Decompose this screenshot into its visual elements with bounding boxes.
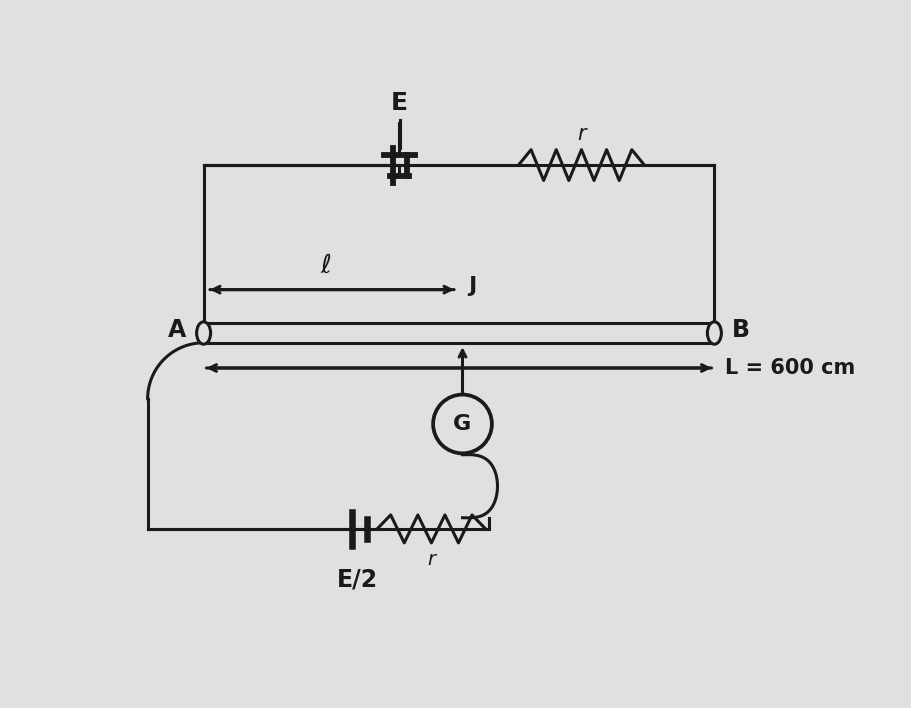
Text: r: r — [578, 124, 586, 144]
Text: E: E — [391, 91, 408, 115]
Ellipse shape — [197, 322, 210, 344]
Text: r: r — [427, 550, 435, 569]
Text: ℓ: ℓ — [321, 253, 332, 279]
Text: A: A — [168, 317, 186, 341]
Text: J: J — [468, 276, 476, 296]
Text: L = 600 cm: L = 600 cm — [725, 358, 855, 378]
Ellipse shape — [707, 322, 722, 344]
Circle shape — [433, 394, 492, 453]
Text: B: B — [732, 317, 750, 341]
Text: E/2: E/2 — [337, 567, 378, 591]
Text: G: G — [454, 414, 472, 434]
